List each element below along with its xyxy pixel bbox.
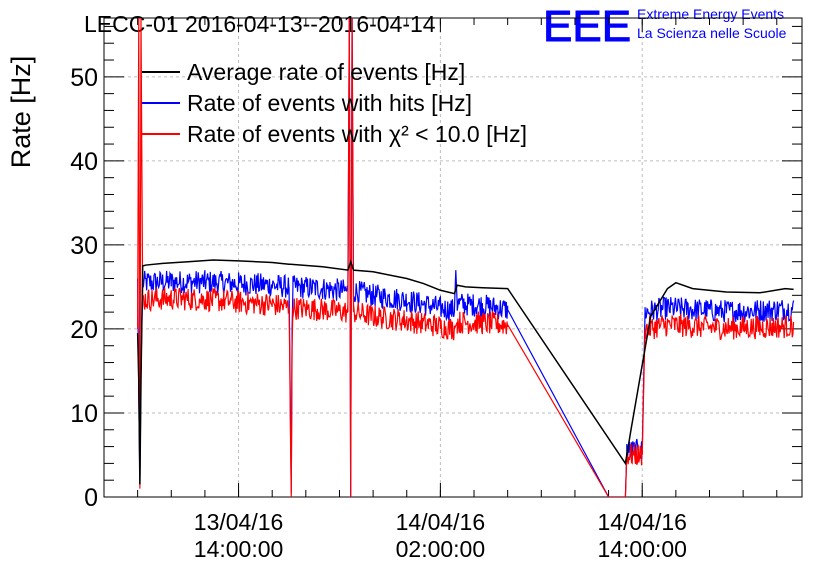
legend-label-2: Rate of events with χ² < 10.0 [Hz] — [187, 121, 527, 147]
x-tick-label-date-1: 14/04/16 — [396, 509, 486, 535]
y-tick-label-4: 40 — [70, 148, 98, 176]
series-line-1 — [137, 18, 795, 497]
legend-label-0: Average rate of events [Hz] — [187, 59, 465, 85]
y-tick-label-2: 20 — [70, 316, 98, 344]
plot-frame — [103, 17, 803, 498]
series-line-0 — [136, 259, 794, 485]
y-tick-label-0: 0 — [84, 484, 98, 512]
logo-line-2: La Scienza nelle Scuole — [637, 25, 787, 41]
x-tick-label-time-2: 14:00:00 — [597, 536, 687, 562]
eee-logo-icon: EEE — [543, 2, 631, 51]
y-tick-label-1: 10 — [70, 400, 98, 428]
x-tick-label-time-1: 02:00:00 — [396, 536, 486, 562]
y-tick-label-3: 30 — [70, 232, 98, 260]
x-tick-label-time-0: 14:00:00 — [194, 536, 284, 562]
y-tick-label-5: 50 — [70, 64, 98, 92]
legend-label-1: Rate of events with hits [Hz] — [187, 90, 472, 116]
series-line-2 — [137, 18, 795, 497]
x-tick-label-date-0: 13/04/16 — [194, 509, 284, 535]
chart-title: LECC-01 2016-04-13--2016-04-14 — [84, 11, 436, 37]
x-tick-label-date-2: 14/04/16 — [597, 509, 687, 535]
logo-line-1: Extreme Energy Events — [637, 6, 784, 22]
y-axis-label: Rate [Hz] — [6, 56, 36, 169]
